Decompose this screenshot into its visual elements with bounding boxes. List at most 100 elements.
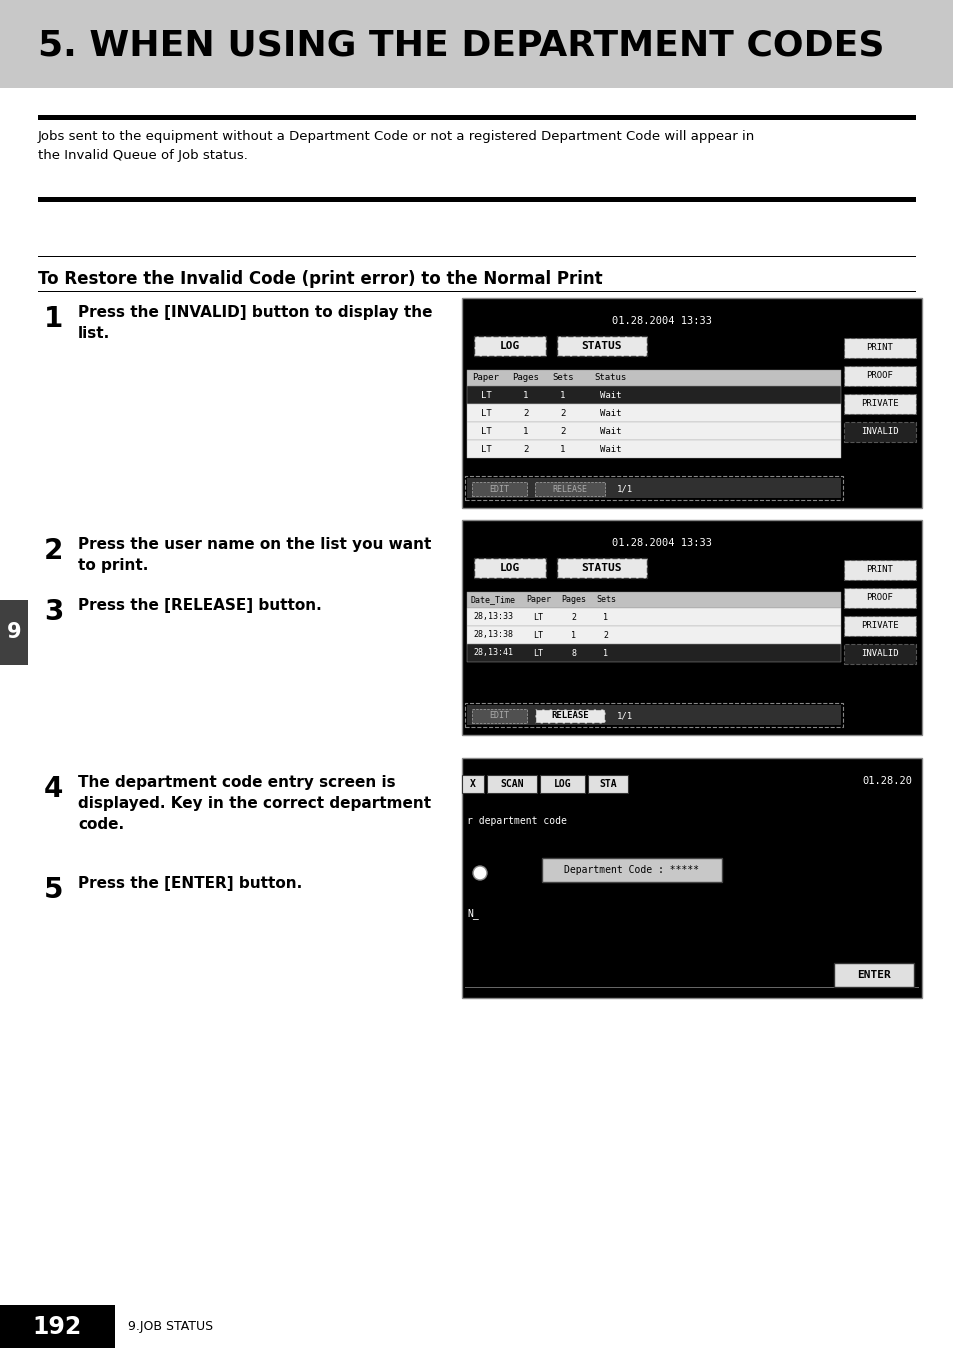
- Text: LT: LT: [533, 612, 543, 621]
- Text: X: X: [470, 779, 476, 789]
- Text: 2: 2: [523, 445, 528, 453]
- Text: 5: 5: [44, 876, 64, 905]
- Text: PRINT: PRINT: [865, 565, 893, 573]
- Text: 1: 1: [559, 445, 565, 453]
- Bar: [38, 197, 915, 202]
- Text: Press the [INVALID] button to display the
list.: Press the [INVALID] button to display th…: [78, 305, 432, 341]
- Text: The department code entry screen is
displayed. Key in the correct department
cod: The department code entry screen is disp…: [78, 775, 431, 832]
- Bar: [843, 588, 915, 608]
- Text: PROOF: PROOF: [865, 371, 893, 380]
- Text: 2: 2: [559, 408, 565, 418]
- Text: 2: 2: [523, 408, 528, 418]
- Text: LT: LT: [480, 408, 491, 418]
- Bar: [467, 705, 841, 725]
- Text: Paper: Paper: [525, 596, 551, 604]
- Bar: [467, 369, 841, 386]
- Bar: [467, 608, 841, 625]
- Bar: [541, 857, 721, 882]
- Text: Sets: Sets: [552, 373, 573, 383]
- Text: 01.28.20: 01.28.20: [862, 776, 911, 786]
- Text: 1: 1: [523, 426, 528, 435]
- Text: STATUS: STATUS: [581, 563, 621, 573]
- Bar: [833, 962, 913, 987]
- Text: EDIT: EDIT: [489, 484, 509, 493]
- Bar: [557, 558, 646, 578]
- Text: Status: Status: [595, 373, 626, 383]
- Bar: [467, 404, 841, 422]
- Bar: [486, 775, 537, 793]
- Text: STA: STA: [598, 779, 617, 789]
- Bar: [467, 625, 841, 644]
- Text: 01.28.2004 13:33: 01.28.2004 13:33: [612, 315, 711, 326]
- Bar: [474, 336, 545, 356]
- Text: 2: 2: [571, 612, 576, 621]
- Text: Wait: Wait: [599, 445, 621, 453]
- Bar: [461, 520, 921, 735]
- Text: LOG: LOG: [499, 341, 519, 350]
- Bar: [461, 298, 921, 508]
- Text: Pages: Pages: [561, 596, 586, 604]
- Bar: [843, 394, 915, 414]
- Text: PRIVATE: PRIVATE: [861, 620, 898, 630]
- Text: 2: 2: [559, 426, 565, 435]
- Bar: [557, 336, 646, 356]
- Text: 8: 8: [571, 648, 576, 658]
- Bar: [474, 558, 545, 578]
- Text: Date_Time: Date_Time: [470, 596, 515, 604]
- Text: PROOF: PROOF: [865, 593, 893, 601]
- Bar: [0, 1305, 115, 1348]
- Text: 28,13:38: 28,13:38: [473, 631, 513, 639]
- Text: 1: 1: [571, 631, 576, 639]
- Text: PRINT: PRINT: [865, 342, 893, 352]
- Text: Department Code : *****: Department Code : *****: [564, 865, 699, 875]
- Bar: [467, 644, 841, 662]
- Text: RELEASE: RELEASE: [552, 484, 587, 493]
- Text: Press the [ENTER] button.: Press the [ENTER] button.: [78, 876, 302, 891]
- Bar: [472, 709, 526, 723]
- Text: 1: 1: [603, 612, 608, 621]
- Text: LOG: LOG: [499, 563, 519, 573]
- Text: LT: LT: [533, 648, 543, 658]
- Text: 1/1: 1/1: [617, 712, 633, 720]
- Text: LT: LT: [480, 445, 491, 453]
- Text: 2: 2: [603, 631, 608, 639]
- Text: 3: 3: [44, 599, 63, 625]
- Bar: [472, 483, 526, 496]
- Bar: [38, 256, 915, 257]
- Bar: [843, 616, 915, 636]
- Text: Press the user name on the list you want
to print.: Press the user name on the list you want…: [78, 537, 431, 573]
- Bar: [843, 338, 915, 359]
- Text: 1: 1: [44, 305, 63, 333]
- Text: EDIT: EDIT: [489, 712, 509, 720]
- Text: INVALID: INVALID: [861, 648, 898, 658]
- Text: LT: LT: [480, 426, 491, 435]
- Text: Pages: Pages: [512, 373, 538, 383]
- Bar: [461, 775, 483, 793]
- Bar: [587, 775, 627, 793]
- Text: N_: N_: [467, 909, 478, 919]
- Text: Sets: Sets: [596, 596, 616, 604]
- Text: 1: 1: [559, 391, 565, 399]
- Bar: [467, 422, 841, 439]
- Bar: [467, 386, 841, 404]
- Text: 9.JOB STATUS: 9.JOB STATUS: [128, 1320, 213, 1333]
- Text: STATUS: STATUS: [581, 341, 621, 350]
- Bar: [464, 704, 842, 727]
- Text: r department code: r department code: [467, 816, 566, 826]
- Text: 2: 2: [44, 537, 63, 565]
- Bar: [843, 559, 915, 580]
- Text: INVALID: INVALID: [861, 426, 898, 435]
- Bar: [535, 709, 604, 723]
- Bar: [843, 422, 915, 442]
- Bar: [467, 479, 841, 497]
- Bar: [461, 758, 921, 998]
- Text: 192: 192: [32, 1314, 82, 1339]
- Text: Jobs sent to the equipment without a Department Code or not a registered Departm: Jobs sent to the equipment without a Dep…: [38, 129, 755, 163]
- Text: Press the [RELEASE] button.: Press the [RELEASE] button.: [78, 599, 321, 613]
- Text: LT: LT: [533, 631, 543, 639]
- Text: SCAN: SCAN: [499, 779, 523, 789]
- Text: ENTER: ENTER: [856, 971, 890, 980]
- Text: 28,13:33: 28,13:33: [473, 612, 513, 621]
- Circle shape: [473, 865, 486, 880]
- Bar: [539, 775, 584, 793]
